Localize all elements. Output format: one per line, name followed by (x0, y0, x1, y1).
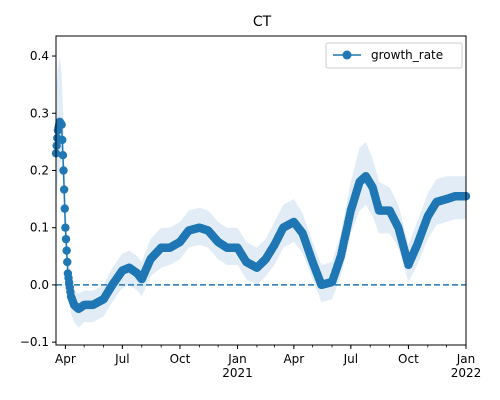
plot-area (51, 56, 471, 328)
chart-title: CT (253, 14, 272, 30)
data-point (61, 223, 70, 232)
data-point (58, 135, 67, 145)
data-point (61, 234, 71, 244)
y-tick-label: 0.1 (30, 221, 49, 235)
x-tick-label: Oct (170, 352, 191, 366)
x-tick-label: Apr (55, 352, 76, 366)
legend-box (325, 42, 463, 69)
x-tick-label: Apr (283, 352, 304, 366)
legend-label: growth_rate (371, 48, 443, 62)
x-tick-label: Jan (227, 352, 247, 366)
data-point (58, 151, 68, 160)
data-point (59, 166, 68, 175)
y-tick-label: 0.0 (30, 278, 49, 292)
y-tick-label: 0.4 (30, 49, 49, 63)
x-tick-sublabel: 2021 (222, 366, 253, 380)
x-tick-label: Jul (114, 352, 129, 366)
data-point (63, 257, 72, 267)
data-point (62, 246, 71, 255)
x-tick-label: Jan (456, 352, 476, 366)
data-point (59, 185, 69, 194)
confidence-band (56, 56, 466, 328)
data-point (52, 141, 61, 150)
y-tick-label: 0.2 (30, 163, 49, 177)
data-point (60, 204, 69, 213)
y-tick-label: 0.3 (30, 106, 49, 120)
x-tick-sublabel: 2022 (451, 366, 482, 380)
x-tick-label: Jul (343, 352, 358, 366)
legend-marker-swatch (342, 50, 352, 60)
legend: growth_rate (325, 42, 463, 69)
y-tick-label: −0.1 (20, 335, 49, 349)
x-tick-label: Oct (398, 352, 419, 366)
plot-frame (55, 35, 467, 346)
data-point (57, 120, 66, 129)
